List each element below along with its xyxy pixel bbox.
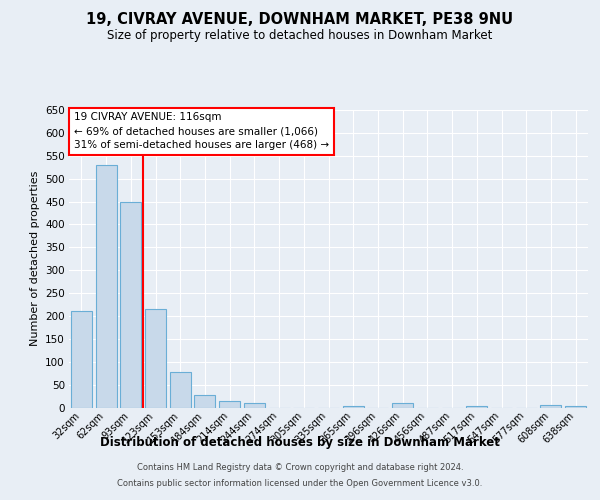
Bar [466,406,487,407]
Bar [541,405,562,407]
Text: Size of property relative to detached houses in Downham Market: Size of property relative to detached ho… [107,29,493,42]
Text: Contains HM Land Registry data © Crown copyright and database right 2024.: Contains HM Land Registry data © Crown c… [137,464,463,472]
Text: 19, CIVRAY AVENUE, DOWNHAM MARKET, PE38 9NU: 19, CIVRAY AVENUE, DOWNHAM MARKET, PE38 … [86,12,514,28]
Bar [170,372,191,408]
Bar [392,403,413,407]
Bar [95,165,116,408]
Text: 19 CIVRAY AVENUE: 116sqm
← 69% of detached houses are smaller (1,066)
31% of sem: 19 CIVRAY AVENUE: 116sqm ← 69% of detach… [74,112,329,150]
Bar [71,312,92,408]
Bar [565,406,586,407]
Bar [120,202,141,408]
Text: Contains public sector information licensed under the Open Government Licence v3: Contains public sector information licen… [118,478,482,488]
Y-axis label: Number of detached properties: Number of detached properties [29,171,40,346]
Bar [219,400,240,407]
Bar [194,395,215,407]
Text: Distribution of detached houses by size in Downham Market: Distribution of detached houses by size … [100,436,500,449]
Bar [343,406,364,407]
Bar [145,309,166,408]
Bar [244,403,265,407]
